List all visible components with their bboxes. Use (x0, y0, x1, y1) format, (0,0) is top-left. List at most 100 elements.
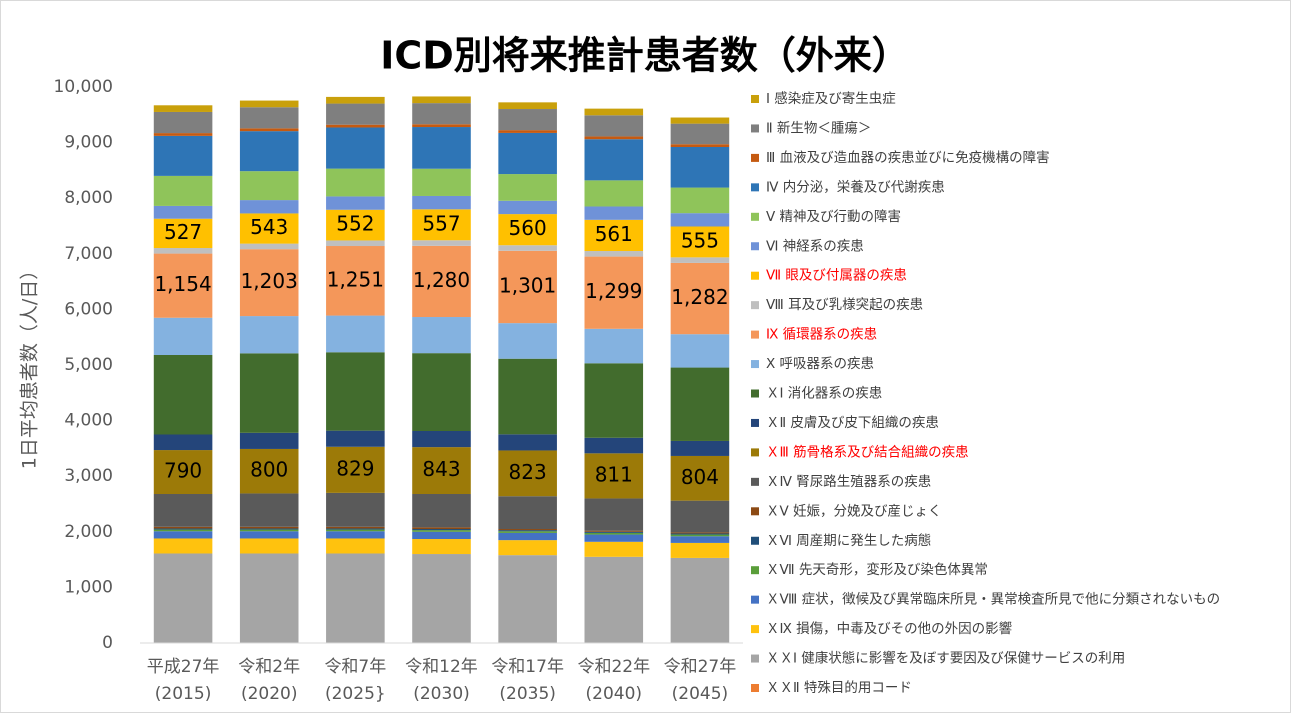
bar-segment (239, 526, 299, 529)
legend-label: ＸⅤ 妊娠，分娩及び産じょく (766, 503, 942, 519)
bar-segment (498, 532, 557, 541)
bar-segment (498, 530, 557, 532)
bar-segment (670, 557, 730, 643)
legend-swatch (751, 360, 759, 369)
bar-segment (498, 555, 557, 643)
bar-segment (412, 554, 471, 643)
bar-segment (670, 262, 730, 335)
y-tick-label: 6,000 (64, 299, 113, 319)
bar-segment (326, 538, 385, 554)
bar-segment (670, 187, 730, 214)
bar-segment (153, 434, 213, 451)
bar-segment (239, 553, 299, 643)
bar-segment (670, 536, 730, 543)
x-tick-label: (2015) (155, 684, 212, 704)
legend-swatch (751, 595, 759, 604)
legend-label: Ⅲ 血液及び造血器の疾患並びに免疫機構の障害 (766, 150, 1050, 166)
bar-segment (326, 526, 385, 529)
legend-label: ＸⅥ 周産期に発生した病態 (766, 533, 931, 549)
bar-segment (670, 440, 730, 456)
bar-segment (412, 209, 471, 241)
bar-segment (670, 144, 730, 147)
data-label: 552 (336, 212, 374, 236)
legend-label: Ⅱ 新生物＜腫瘍＞ (766, 119, 871, 136)
bar-segment (584, 206, 644, 220)
bar-segment (584, 531, 644, 533)
legend-label: Ⅹ 呼吸器系の疾患 (766, 356, 874, 372)
x-tick-label: 令和2年 (238, 657, 300, 677)
data-label: 1,301 (499, 273, 556, 297)
legend-swatch (751, 212, 759, 221)
bar-segment (326, 124, 385, 128)
bar-segment (153, 205, 213, 219)
bar-segment (153, 248, 213, 254)
bar-segment (412, 240, 471, 246)
bar-segment (239, 243, 299, 250)
x-tick-label: 令和17年 (491, 657, 564, 677)
bar-segment (584, 136, 644, 140)
legend-label: ＸⅠ 消化器系の疾患 (766, 386, 882, 402)
bar-segment (153, 528, 213, 530)
bar-segment (412, 447, 471, 494)
bar-segment (670, 334, 730, 368)
bar-segment (670, 226, 730, 258)
bar-segment (584, 363, 644, 438)
data-label: 823 (509, 460, 547, 484)
bar-segment (326, 127, 385, 169)
bar-segment (584, 556, 644, 643)
bar-segment (670, 500, 730, 533)
y-tick-label: 10,000 (54, 77, 113, 97)
legend-label: ＸⅣ 腎尿路生殖器系の疾患 (766, 473, 931, 490)
x-tick-label: (2025} (325, 684, 386, 704)
y-tick-label: 3,000 (64, 466, 113, 486)
data-label: 790 (164, 459, 202, 483)
bar-segment (239, 493, 299, 527)
bar-segment (584, 139, 644, 181)
bar-segment (326, 492, 385, 527)
bar-segment (239, 531, 299, 539)
bar-segment (239, 213, 299, 244)
bar-segment (498, 540, 557, 556)
legend-label: Ⅰ 感染症及び寄生虫症 (766, 90, 896, 107)
data-label: 1,203 (241, 269, 298, 293)
legend-label: Ⅳ 内分泌，栄養及び代謝疾患 (766, 178, 945, 195)
legend-label: Ⅷ 耳及び乳様突起の疾患 (766, 297, 923, 313)
legend-swatch (751, 507, 759, 516)
data-label: 561 (595, 222, 633, 246)
x-tick-label: (2040) (586, 684, 643, 704)
bar-segment (498, 250, 557, 324)
legend-label: ＸⅦ 先天奇形，変形及び染色体異常 (766, 561, 988, 578)
bar-segment (412, 195, 471, 210)
legend-label: ＸⅢ 筋骨格系及び結合組織の疾患 (766, 443, 969, 460)
data-label: 1,282 (671, 285, 728, 309)
bar-segment (153, 175, 213, 206)
bar-segment (326, 528, 385, 530)
bar-segment (670, 455, 730, 501)
chart-title: ICD別将来推計患者数（外来） (380, 34, 910, 78)
x-tick-label: (2030) (413, 684, 470, 704)
bar-segment (498, 245, 557, 251)
x-tick-label: 令和12年 (405, 657, 478, 677)
bar-segment (584, 541, 644, 557)
bar-segment (153, 218, 213, 249)
bar-segment (412, 530, 471, 532)
data-label: 800 (250, 458, 288, 482)
bar-segment (326, 553, 385, 643)
data-label: 1,280 (413, 268, 470, 292)
bar-segment (326, 196, 385, 210)
bar-segment (239, 529, 299, 532)
bar-segment (498, 214, 557, 246)
bar-segment (412, 529, 471, 531)
y-tick-label: 5,000 (64, 355, 113, 375)
data-label: 829 (336, 456, 374, 480)
legend-label: ＸⅨ 損傷，中毒及びその他の外因の影響 (766, 620, 1012, 637)
legend-label: Ⅸ 循環器系の疾患 (766, 327, 877, 343)
bar-segment (326, 315, 385, 353)
legend-swatch (751, 183, 759, 192)
bar-segment (239, 448, 299, 494)
data-label: 843 (422, 457, 460, 481)
bar-segment (239, 316, 299, 354)
bar-segment (239, 353, 299, 433)
bar-segment (239, 171, 299, 201)
